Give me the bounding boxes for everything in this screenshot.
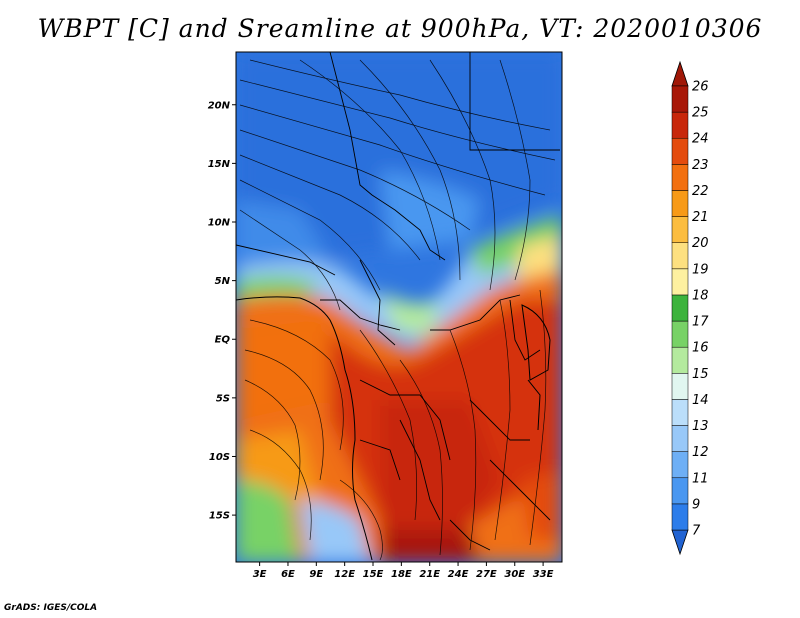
colorbar-band [671, 242, 689, 270]
colorbar-label: 14 [692, 393, 709, 408]
colorbar-label: 12 [692, 445, 709, 460]
longitude-axis: 3E 6E 9E 12E 15E 18E 21E 24E 27E 30E 33E [253, 562, 554, 580]
coastline [236, 296, 551, 561]
colorbar-label: 15 [692, 367, 709, 382]
colorbar-band [671, 320, 689, 348]
map-frame [235, 51, 563, 563]
lon-label: 21E [419, 569, 440, 580]
lat-label: 5N [215, 276, 231, 287]
lon-label: 12E [334, 569, 355, 580]
colorbar-band [671, 477, 689, 505]
lat-label: 20N [208, 100, 231, 111]
colorbar-label: 13 [692, 419, 709, 434]
colorbar-label: 17 [692, 315, 709, 330]
lon-label: 27E [476, 569, 497, 580]
colorbar-label: 16 [692, 341, 709, 356]
temperature-field [236, 52, 562, 562]
colorbar-band [671, 425, 689, 452]
colorbar-label: 26 [692, 80, 709, 95]
colorbar-band [671, 137, 689, 165]
colorbar-band [671, 190, 689, 217]
lat-label: EQ [215, 335, 231, 346]
colorbar-band [671, 111, 689, 139]
lon-label: 30E [504, 569, 525, 580]
colorbar-label: 24 [692, 132, 709, 147]
lat-label: 15S [209, 511, 230, 522]
colorbar-band [671, 451, 689, 479]
colorbar-low-arrow [671, 529, 689, 556]
lon-label: 6E [281, 569, 295, 580]
colorbar-band [671, 164, 689, 191]
colorbar-label: 7 [692, 524, 701, 539]
country-boundaries [236, 52, 560, 551]
lat-label: 10N [208, 218, 231, 229]
lon-label: 9E [309, 569, 323, 580]
colorbar-band [671, 216, 689, 243]
colorbar-label: 25 [692, 106, 709, 121]
lon-label: 24E [448, 569, 469, 580]
colorbar-band [671, 85, 689, 113]
lat-label: 5S [216, 393, 230, 404]
colorbar-label: 18 [692, 288, 709, 303]
colorbar-label: 11 [692, 471, 709, 486]
streamlines [239, 59, 556, 561]
colorbar-band [671, 373, 689, 400]
latitude-axis: 20N 15N 10N 5N EQ 5S 10S 15S [208, 100, 236, 522]
colorbar-label: 21 [692, 210, 709, 225]
colorbar-band [671, 503, 689, 531]
chart-title: WBPT [C] and Sreamline at 900hPa, VT: 20… [37, 14, 763, 43]
colorbar-high-arrow [671, 60, 689, 87]
colorbar-band [671, 268, 689, 296]
grads-credit: GrADS: IGES/COLA [4, 603, 98, 613]
colorbar-label: 20 [692, 236, 709, 251]
lat-label: 15N [208, 159, 231, 170]
colorbar-band [671, 399, 689, 426]
colorbar-label: 23 [692, 158, 709, 173]
colorbar-band [671, 294, 689, 322]
lon-label: 3E [253, 569, 267, 580]
colorbar-label: 9 [692, 497, 700, 512]
lon-label: 33E [533, 569, 554, 580]
colorbar-band [671, 346, 689, 374]
lat-label: 10S [209, 452, 230, 463]
colorbar-label: 19 [692, 262, 709, 277]
colorbar-label: 22 [692, 184, 709, 199]
lon-label: 15E [363, 569, 384, 580]
lon-label: 18E [391, 569, 412, 580]
colorbar: 7 9 11 12 13 14 15 16 17 18 19 20 21 22 23 24 25 26 [671, 60, 709, 556]
